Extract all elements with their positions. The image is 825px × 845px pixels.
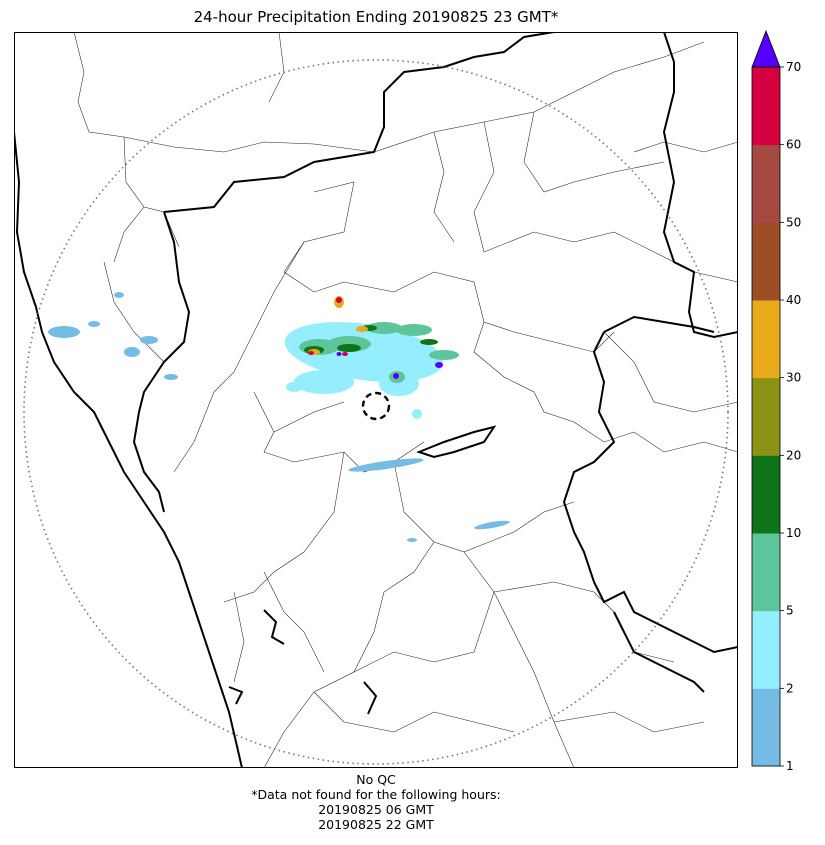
colorbar-frame <box>751 66 781 767</box>
missing-data-header: *Data not found for the following hours: <box>251 787 501 802</box>
colorbar-bin <box>752 688 780 767</box>
precipitation-field <box>48 292 510 542</box>
colorbar-tick-label: 70 <box>786 60 801 74</box>
missing-hour: 20190825 22 GMT <box>318 817 434 832</box>
colorbar-tick-label: 20 <box>786 448 801 462</box>
radar-site-marker <box>361 391 391 421</box>
precipitation-map <box>14 32 738 768</box>
district-boundaries <box>73 32 738 768</box>
colorbar-tick-label: 30 <box>786 371 801 385</box>
qc-note: No QC <box>356 772 396 787</box>
colorbar-bin <box>752 455 780 534</box>
colorbar-tick-label: 50 <box>786 215 801 229</box>
colorbar-tick-label: 5 <box>786 604 794 618</box>
colorbar-tick-label: 40 <box>786 293 801 307</box>
colorbar-extend-arrow <box>751 29 781 68</box>
map-frame <box>14 32 738 768</box>
colorbar-bin <box>752 222 780 301</box>
colorbar-bin <box>752 300 780 379</box>
colorbar-bin <box>752 610 780 689</box>
colorbar-tick-label: 2 <box>786 681 794 695</box>
state-boundaries <box>14 32 738 768</box>
colorbar-bin <box>752 533 780 612</box>
map-title: 24-hour Precipitation Ending 20190825 23… <box>193 8 559 26</box>
colorbar-tick-label: 10 <box>786 526 801 540</box>
colorbar-bin <box>752 377 780 456</box>
radar-range-ring <box>23 59 729 765</box>
colorbar-bin <box>752 67 780 146</box>
colorbar-tick-label: 1 <box>786 759 794 773</box>
missing-hour: 20190825 06 GMT <box>318 802 434 817</box>
colorbar-bin <box>752 144 780 223</box>
colorbar-tick-label: 60 <box>786 138 801 152</box>
footnote: No QC *Data not found for the following … <box>14 772 738 832</box>
